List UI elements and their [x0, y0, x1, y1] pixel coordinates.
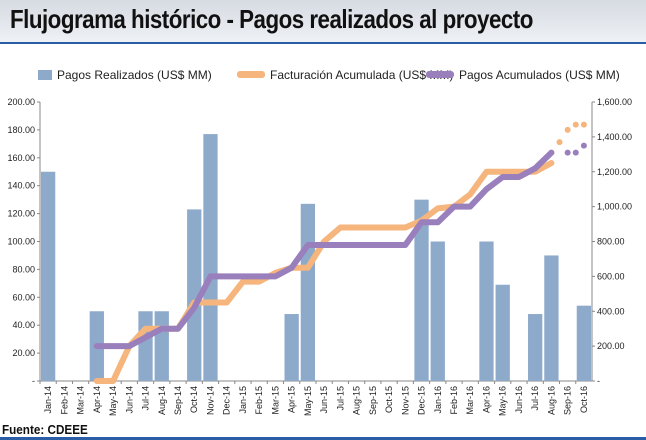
x-tick-label: Jun-14 [124, 386, 134, 414]
legend-label-payments: Pagos Acumulados (US$ MM) [459, 68, 620, 82]
x-tick-label: Mar-16 [465, 386, 475, 415]
y-right-tick-label: 400.00 [597, 306, 625, 316]
x-tick-label: Apr-15 [287, 386, 297, 413]
line-facturacion-acumulada-projection-point [556, 139, 563, 146]
x-tick-label: Dec-14 [222, 386, 232, 415]
bar-pagos-realizados [479, 241, 494, 381]
x-tick-label: Oct-14 [189, 386, 199, 413]
x-tick-label: Jan-15 [238, 386, 248, 414]
bar-pagos-realizados [414, 199, 429, 381]
line-pagos-acumulados-projection-point [580, 142, 587, 149]
line-facturacion-acumulada-projection-point [564, 126, 571, 133]
y-right-tick-label: 600.00 [597, 271, 625, 281]
x-tick-label: Jun-16 [514, 386, 524, 414]
bar-pagos-realizados [284, 314, 299, 381]
x-tick-label: Aug-14 [157, 386, 167, 415]
line-pagos-acumulados-projection-point [564, 149, 571, 156]
x-tick-label: Nov-15 [400, 386, 410, 415]
x-tick-label: Jul-15 [335, 386, 345, 411]
x-tick-label: Feb-15 [254, 386, 264, 415]
legend-swatch-bars [38, 70, 52, 80]
y-left-tick-label: 160.00 [7, 153, 35, 163]
line-series [93, 121, 587, 384]
tick-labels: - 20.00 40.00 60.00 80.00 100.00 120.00 140.00 1… [7, 97, 632, 416]
y-right-tick-label: - [597, 376, 600, 386]
y-left-tick-label: 80.00 [12, 264, 35, 274]
x-tick-label: Sep-16 [563, 386, 573, 415]
line-pagos-acumulados [93, 149, 555, 350]
bar-pagos-realizados [203, 134, 218, 381]
y-left-tick-label: 100.00 [7, 237, 35, 247]
line-pagos-acumulados-projection-point [572, 149, 579, 156]
legend-label-bars: Pagos Realizados (US$ MM) [57, 68, 212, 82]
x-tick-label: Dec-15 [417, 386, 427, 415]
x-tick-label: Feb-16 [449, 386, 459, 415]
axes [37, 101, 595, 384]
y-left-tick-label: 180.00 [7, 125, 35, 135]
x-tick-label: May-15 [303, 386, 313, 416]
bar-pagos-realizados [528, 314, 543, 381]
x-tick-label: Aug-16 [546, 386, 556, 415]
y-right-tick-label: 1,600.00 [597, 97, 632, 107]
x-tick-label: Jul-14 [141, 386, 151, 411]
line-facturacion-acumulada-projection-point [580, 121, 587, 128]
x-tick-label: Sep-15 [368, 386, 378, 415]
x-tick-label: Apr-14 [92, 386, 102, 413]
bar-pagos-realizados [544, 255, 559, 381]
bar-pagos-realizados [300, 203, 316, 381]
bar-pagos-realizados [495, 284, 510, 381]
x-tick-label: Aug-15 [352, 386, 362, 415]
x-tick-label: Jun-15 [319, 386, 329, 414]
y-left-tick-label: 40.00 [12, 320, 35, 330]
bottom-rule [0, 437, 646, 440]
x-tick-label: Jul-16 [530, 386, 540, 411]
legend-label-billing: Facturación Acumulada (US$ MM) [270, 68, 453, 82]
combo-chart: Pagos Realizados (US$ MM) Facturación Ac… [7, 68, 632, 416]
x-tick-label: Oct-15 [384, 386, 394, 413]
bar-pagos-realizados [154, 311, 169, 381]
legend: Pagos Realizados (US$ MM) Facturación Ac… [38, 68, 620, 82]
x-tick-label: Apr-16 [481, 386, 491, 413]
y-right-tick-label: 800.00 [597, 237, 625, 247]
x-tick-label: Mar-15 [270, 386, 280, 415]
y-left-tick-label: 140.00 [7, 181, 35, 191]
source-note: Fuente: CDEEE [2, 422, 88, 437]
y-right-tick-label: 1,000.00 [597, 202, 632, 212]
y-left-tick-label: 120.00 [7, 209, 35, 219]
x-tick-label: Jan-14 [43, 386, 53, 414]
x-tick-label: Sep-14 [173, 386, 183, 415]
chart-frame: Pagos Realizados (US$ MM) Facturación Ac… [0, 50, 646, 422]
y-left-tick-label: 60.00 [12, 292, 35, 302]
x-tick-label: May-16 [498, 386, 508, 416]
legend-swatch-billing [237, 71, 265, 78]
line-facturacion-acumulada-projection-point [572, 121, 579, 128]
page-title: Flujograma histórico - Pagos realizados … [10, 4, 533, 34]
x-tick-label: Nov-14 [205, 386, 215, 415]
bar-pagos-realizados [40, 171, 56, 381]
x-tick-label: May-14 [108, 386, 118, 416]
bar-pagos-realizados [576, 305, 592, 381]
y-right-tick-label: 1,400.00 [597, 132, 632, 142]
y-left-tick-label: 200.00 [7, 97, 35, 107]
legend-swatch-payments [426, 71, 454, 78]
y-right-tick-label: 200.00 [597, 341, 625, 351]
bar-pagos-realizados [430, 241, 445, 381]
title-bar: Flujograma histórico - Pagos realizados … [0, 0, 646, 44]
x-tick-label: Oct-16 [579, 386, 589, 413]
bar-pagos-realizados [138, 311, 153, 381]
bar-series [40, 134, 592, 381]
y-left-tick-label: - [32, 376, 35, 386]
x-tick-label: Feb-14 [59, 386, 69, 415]
x-tick-label: Jan-16 [433, 386, 443, 414]
x-tick-label: Mar-14 [76, 386, 86, 415]
bar-pagos-realizados [187, 209, 202, 381]
y-left-tick-label: 20.00 [12, 348, 35, 358]
y-right-tick-label: 1,200.00 [597, 167, 632, 177]
